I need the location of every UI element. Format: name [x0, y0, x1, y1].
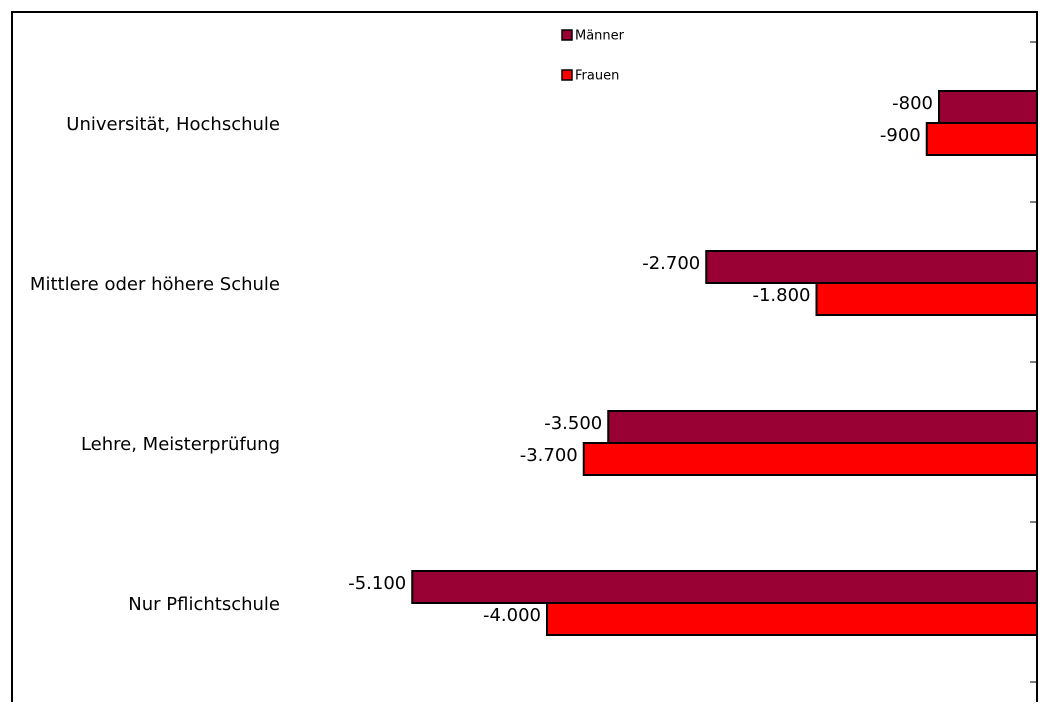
- category-label: Universität, Hochschule: [66, 114, 280, 135]
- data-label: -3.500: [544, 413, 602, 434]
- bar: [582, 442, 1038, 476]
- bar: [705, 250, 1038, 284]
- legend-label: Männer: [575, 29, 625, 44]
- data-label: -3.700: [520, 445, 578, 466]
- bar: [815, 282, 1038, 316]
- category-label: Mittlere oder höhere Schule: [30, 274, 280, 295]
- category-label: Nur Pflichtschule: [128, 594, 280, 615]
- data-label: -900: [880, 125, 921, 146]
- data-label: -2.700: [642, 253, 700, 274]
- bar: [938, 90, 1038, 124]
- axis-ticks: [1030, 41, 1037, 683]
- data-label: -4.000: [483, 605, 541, 626]
- legend-label: Frauen: [575, 69, 619, 84]
- data-labels: -800 -2.700 -3.500 -5.100 -900 -1.800 -3.700 -4…: [348, 93, 933, 626]
- category-label: Lehre, Meisterprüfung: [81, 434, 280, 455]
- bar: [546, 602, 1038, 636]
- data-label: -1.800: [752, 285, 810, 306]
- bar-series: [411, 90, 1038, 636]
- data-label: -5.100: [348, 573, 406, 594]
- bar: [925, 122, 1038, 156]
- category-labels: Universität, Hochschule Mittlere oder höh…: [30, 114, 280, 615]
- legend-swatch: [561, 69, 573, 81]
- legend: Männer Frauen: [561, 29, 625, 84]
- bar: [607, 410, 1038, 444]
- legend-swatch: [561, 29, 573, 41]
- bar: [411, 570, 1038, 604]
- data-label: -800: [892, 93, 933, 114]
